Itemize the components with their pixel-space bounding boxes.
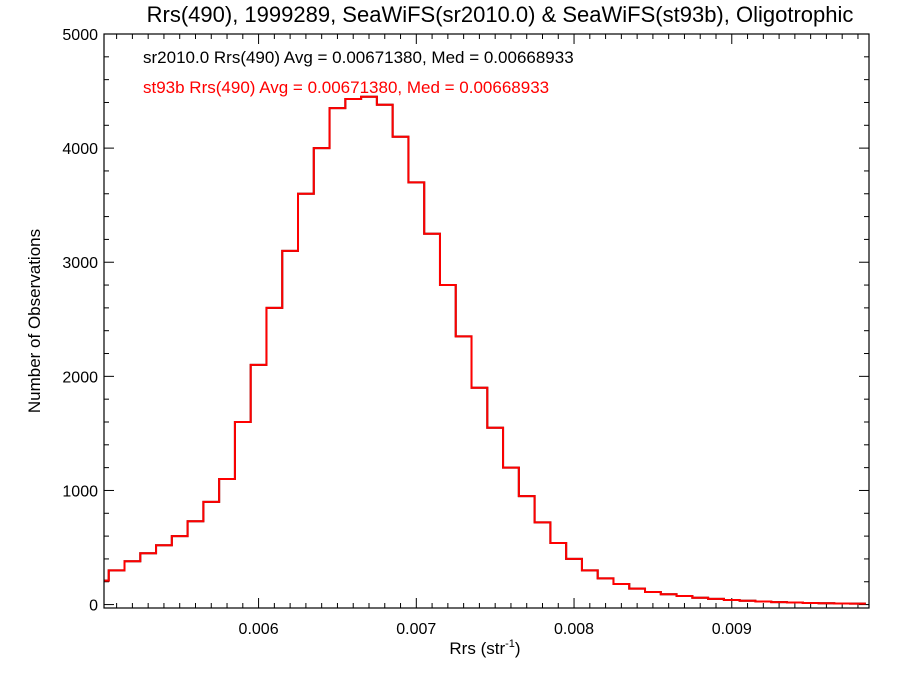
y-tick-label: 0 (89, 598, 98, 615)
series-layer (104, 95, 866, 605)
series-line-st93b (104, 95, 866, 605)
x-axis-label-superscript: -1 (505, 638, 515, 650)
y-axis-label: Number of Observations (25, 229, 44, 413)
x-tick-label: 0.006 (239, 621, 279, 638)
legend-entry-sr2010: sr2010.0 Rrs(490) Avg = 0.00671380, Med … (143, 48, 574, 67)
y-tick-label: 3000 (62, 255, 98, 272)
y-tick-label: 5000 (62, 27, 98, 44)
x-tick-label: 0.007 (396, 621, 436, 638)
y-tick-label: 1000 (62, 483, 98, 500)
y-axis-ticks: 0 1000 2000 3000 4000 5000 (62, 27, 869, 615)
x-axis-ticks: 0.006 0.007 0.008 0.009 (116, 34, 859, 638)
x-axis-label-suffix: ) (515, 639, 521, 658)
legend-entry-st93b: st93b Rrs(490) Avg = 0.00671380, Med = 0… (143, 78, 549, 97)
x-tick-label: 0.009 (712, 621, 752, 638)
plot-frame (103, 33, 870, 609)
x-tick-label: 0.008 (554, 621, 594, 638)
x-axis-label: Rrs (str-1) (449, 638, 520, 658)
chart-title: Rrs(490), 1999289, SeaWiFS(sr2010.0) & S… (147, 2, 854, 27)
x-axis-label-main: Rrs (str (449, 639, 505, 658)
y-tick-label: 4000 (62, 141, 98, 158)
y-tick-label: 2000 (62, 369, 98, 386)
